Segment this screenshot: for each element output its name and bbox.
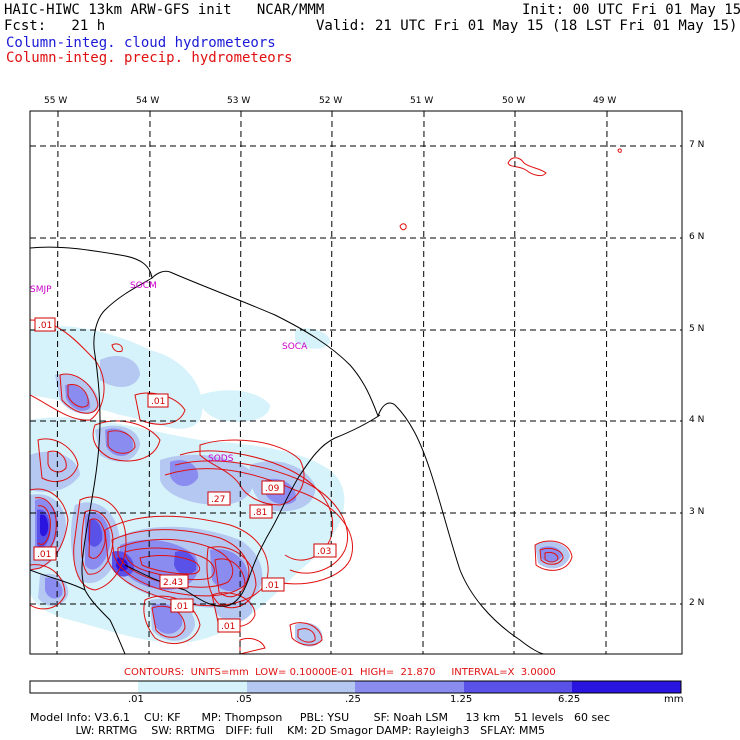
- station-sods: SODS: [208, 454, 234, 464]
- contour-label: .01: [261, 577, 285, 592]
- lon-label-55w: 55 W: [44, 96, 68, 106]
- svg-text:.09: .09: [265, 484, 280, 494]
- contour-label: .01: [217, 618, 241, 633]
- colorbar: [29, 680, 682, 694]
- model-title: HAIC-HIWC 13km ARW-GFS init NCAR/MMM: [4, 2, 325, 18]
- svg-text:.01: .01: [37, 550, 51, 560]
- colorbar-label: .01: [128, 694, 144, 705]
- svg-text:.01: .01: [265, 581, 279, 591]
- lat-label-6n: 6 N: [689, 232, 705, 242]
- map-frame: [29, 110, 683, 655]
- colorbar-unit: mm: [664, 694, 684, 705]
- valid-time: Valid: 21 UTC Fri 01 May 15 (18 LST Fri …: [316, 18, 738, 34]
- lon-label-53w: 53 W: [227, 96, 251, 106]
- forecast-hour: Fcst: 21 h: [4, 18, 106, 34]
- lon-label-51w: 51 W: [410, 96, 434, 106]
- lat-label-5n: 5 N: [689, 324, 705, 334]
- svg-text:.01: .01: [38, 321, 52, 331]
- lat-label-2n: 2 N: [689, 598, 705, 608]
- station-smjp: SMJP: [30, 285, 52, 295]
- lat-label-7n: 7 N: [689, 140, 705, 150]
- station-soca: SOCA: [282, 342, 308, 352]
- svg-text:.81: .81: [253, 508, 267, 518]
- lat-label-4n: 4 N: [689, 415, 705, 425]
- init-time: Init: 00 UTC Fri 01 May 15: [522, 2, 740, 18]
- svg-text:.01: .01: [174, 602, 188, 612]
- contour-label: 2.43: [159, 574, 189, 589]
- contour-label: .01: [33, 546, 57, 561]
- svg-text:.01: .01: [221, 622, 235, 632]
- cloud-shading: [30, 326, 570, 647]
- model-info-line2: LW: RRTMG SW: RRTMG DIFF: full KM: 2D Sm…: [30, 724, 545, 737]
- lon-label-52w: 52 W: [319, 96, 343, 106]
- station-socm: SOCM: [130, 281, 157, 291]
- svg-text:.01: .01: [151, 397, 165, 407]
- lon-label-50w: 50 W: [502, 96, 526, 106]
- coastline-borders: [30, 246, 546, 654]
- latlon-grid: [30, 111, 682, 654]
- svg-text:2.43: 2.43: [163, 578, 183, 588]
- legend-cloud: Column-integ. cloud hydrometeors: [6, 35, 276, 51]
- svg-text:.03: .03: [317, 547, 331, 557]
- contour-label: .01: [170, 598, 194, 613]
- contour-label: .01: [147, 393, 169, 408]
- legend-precip: Column-integ. precip. hydrometeors: [6, 50, 293, 66]
- colorbar-label: 6.25: [558, 694, 581, 705]
- colorbar-label: 1.25: [450, 694, 473, 705]
- contour-info: CONTOURS: UNITS=mm LOW= 0.10000E-01 HIGH…: [124, 667, 556, 678]
- contour-label: .27: [207, 491, 231, 506]
- model-info-line1: Model Info: V3.6.1 CU: KF MP: Thompson P…: [30, 711, 610, 724]
- colorbar-label: .05: [236, 694, 252, 705]
- contour-label: .81: [249, 504, 273, 519]
- lat-label-3n: 3 N: [689, 507, 705, 517]
- contour-label: .01: [34, 317, 56, 332]
- colorbar-label: .25: [345, 694, 361, 705]
- svg-text:.27: .27: [211, 495, 225, 505]
- lon-label-54w: 54 W: [136, 96, 160, 106]
- contour-label: .09: [261, 480, 285, 495]
- lon-label-49w: 49 W: [593, 96, 617, 106]
- contour-label: .03: [313, 543, 337, 558]
